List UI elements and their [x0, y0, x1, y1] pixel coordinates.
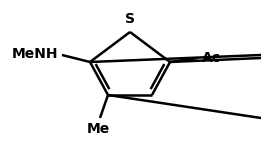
Text: Me: Me [86, 122, 110, 136]
Text: Ac: Ac [202, 51, 221, 65]
Text: S: S [125, 12, 135, 26]
Text: MeNH: MeNH [11, 47, 58, 61]
